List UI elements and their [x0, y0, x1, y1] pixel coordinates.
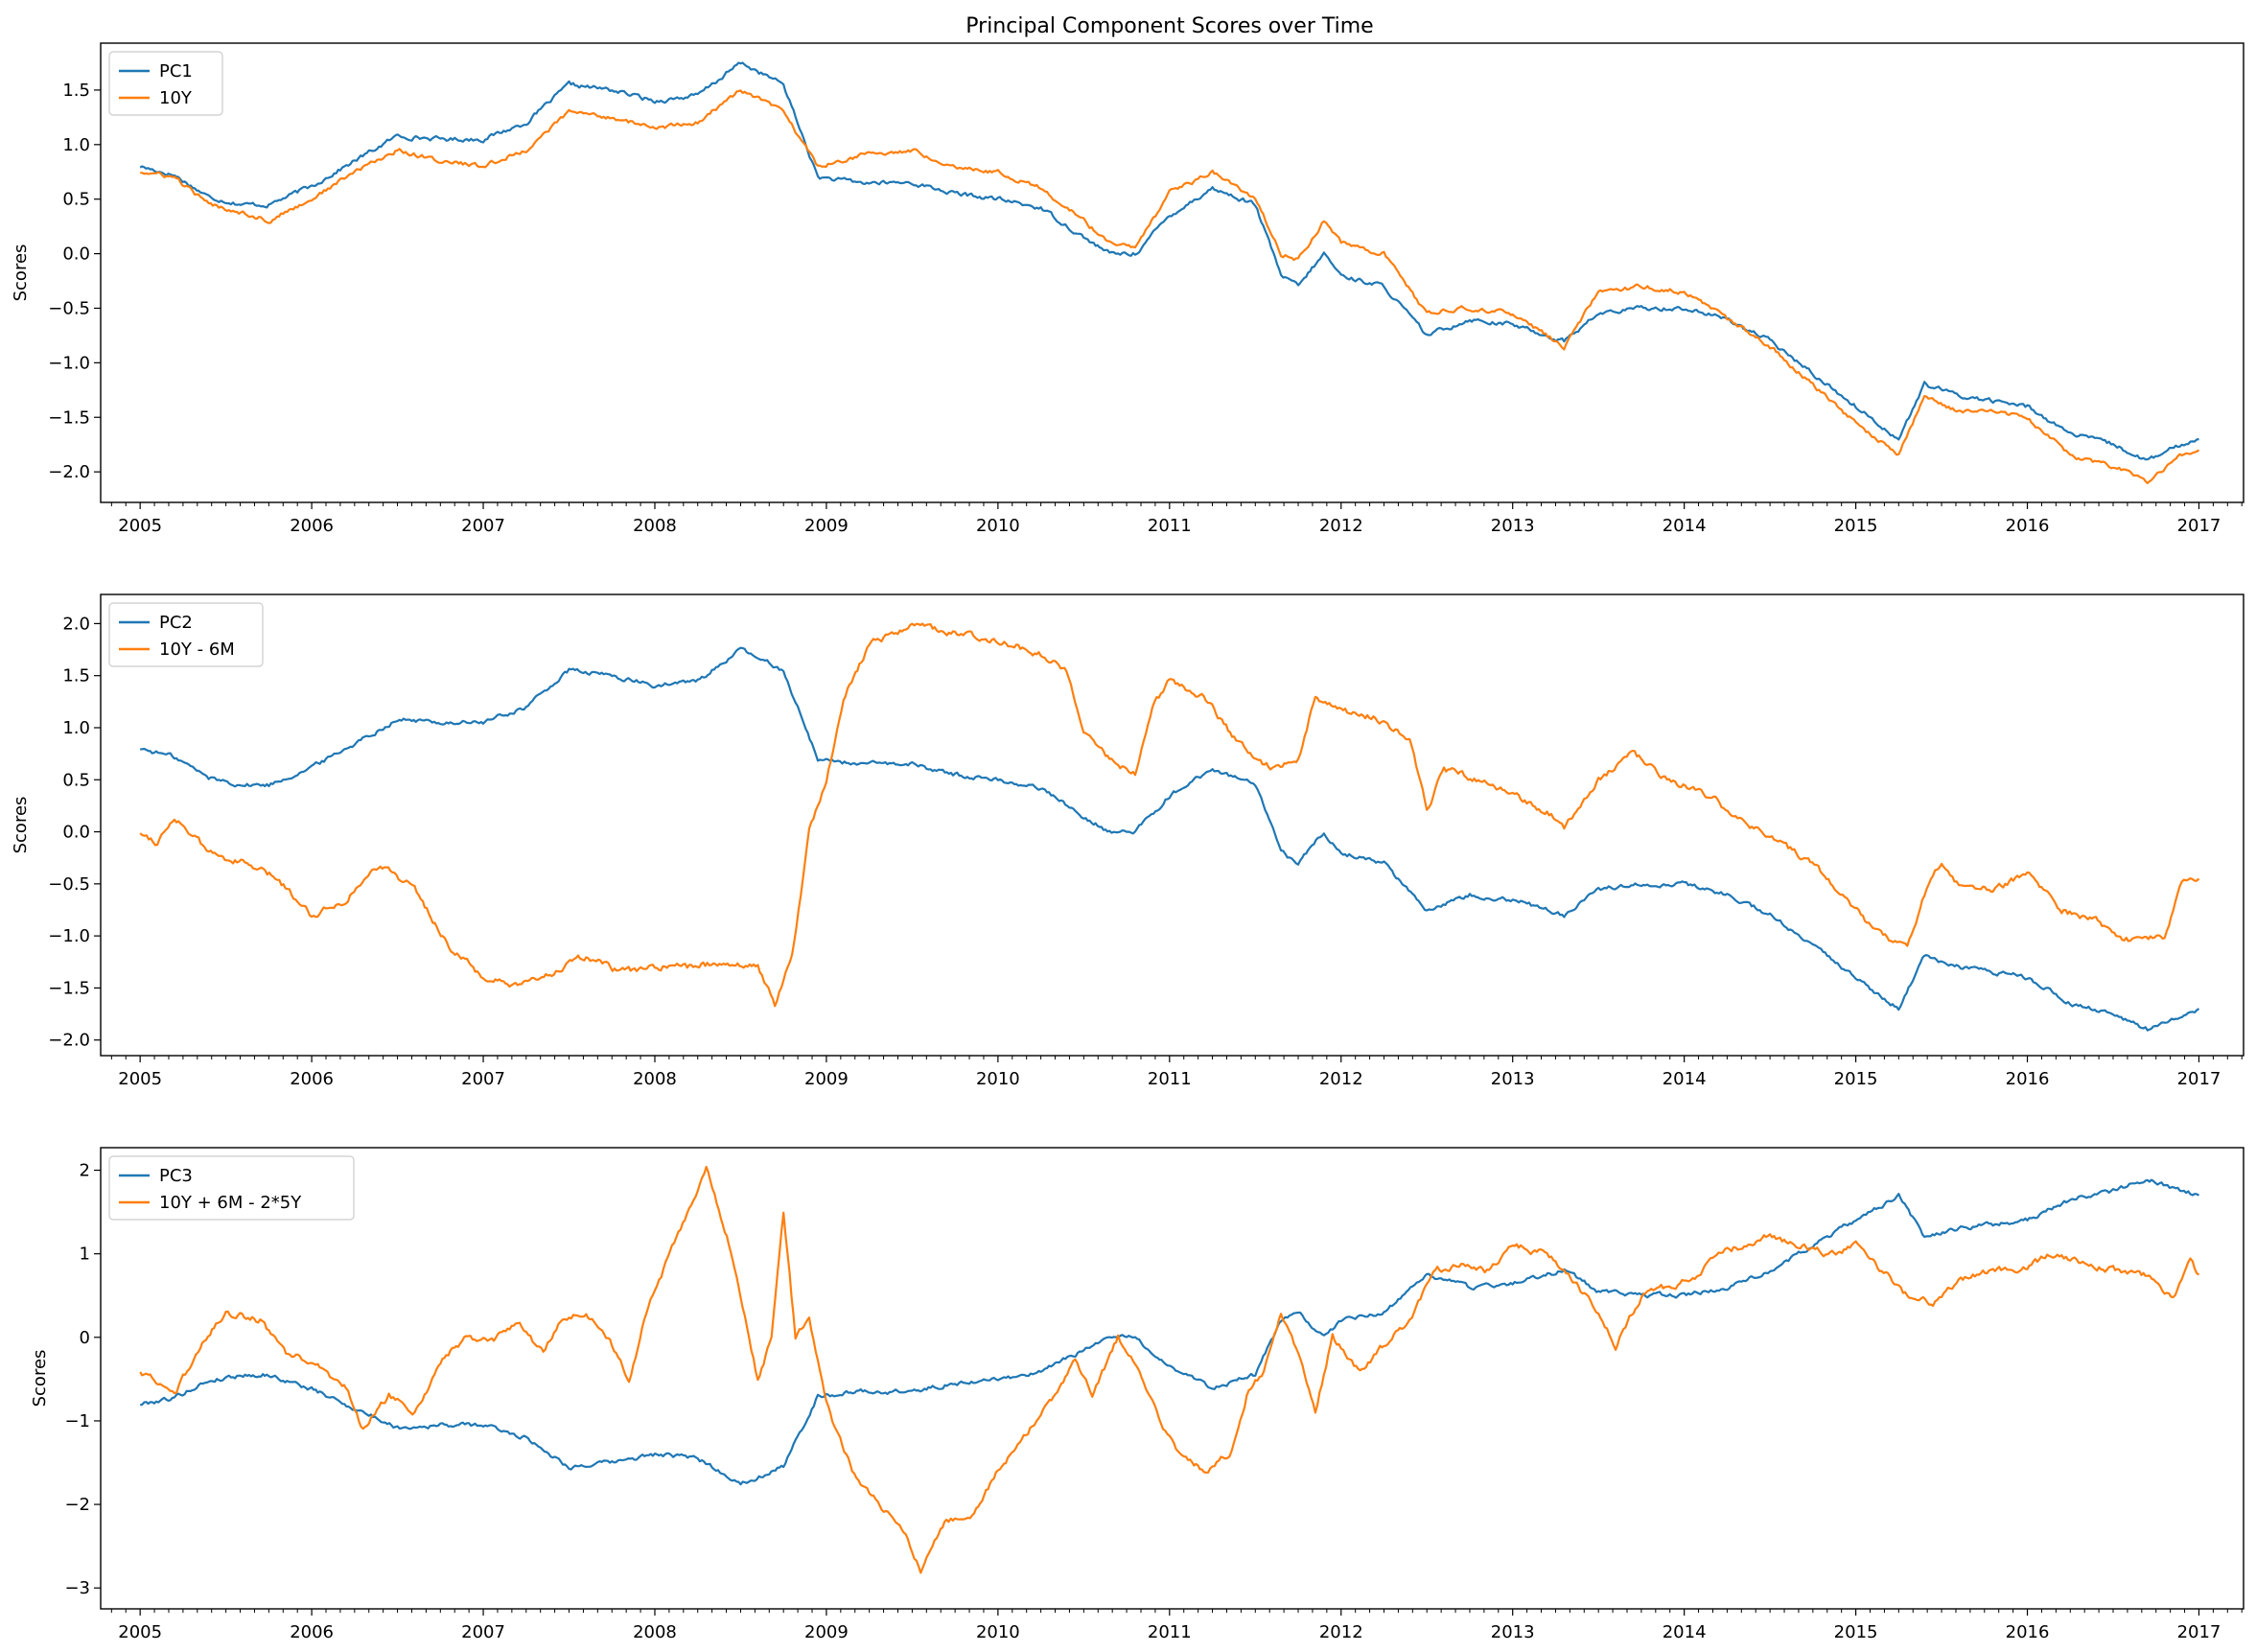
y-axis-label: Scores	[11, 244, 31, 302]
y-tick-label: 2.0	[62, 614, 90, 634]
x-tick-label: 2017	[2177, 1622, 2221, 1642]
x-tick-label: 2010	[976, 1069, 1020, 1089]
y-tick-label: 0.5	[62, 190, 90, 210]
x-tick-label: 2012	[1319, 1622, 1363, 1642]
x-tick-label: 2005	[118, 1069, 162, 1089]
x-tick-label: 2011	[1148, 516, 1192, 536]
series-line-10y	[140, 89, 2200, 484]
x-tick-label: 2006	[290, 516, 334, 536]
series-group	[139, 1165, 2200, 1574]
x-tick-label: 2008	[633, 1622, 677, 1642]
y-tick-label: 1	[80, 1245, 90, 1265]
y-tick-label: −1	[64, 1411, 90, 1431]
x-tick-label: 2007	[461, 1622, 505, 1642]
x-tick-label: 2011	[1148, 1622, 1192, 1642]
x-minor-ticks	[110, 502, 2243, 506]
x-tick-label: 2015	[1834, 1622, 1878, 1642]
y-tick-label: −0.5	[48, 874, 90, 895]
series-line-10y-6m-2-5y	[139, 1165, 2200, 1574]
legend-label: PC2	[159, 613, 193, 633]
y-axis-label: Scores	[30, 1350, 50, 1408]
x-tick-label: 2016	[2006, 1069, 2050, 1089]
x-tick-label: 2007	[461, 516, 505, 536]
x-tick-label: 2007	[461, 1069, 505, 1089]
x-tick-label: 2015	[1834, 516, 1878, 536]
plot-frame	[100, 42, 2244, 503]
chart-panel-pc1-10y: 1.5 1.0 0.5 0.0 −0.5 −1.0 −1.5 −2.0 2005 2006 2007…	[11, 42, 2244, 536]
y-tick-label: 1.0	[62, 135, 90, 155]
x-tick-label: 2014	[1663, 1622, 1707, 1642]
y-tick-label: 2	[80, 1161, 90, 1181]
y-tick-label: −2	[64, 1495, 90, 1515]
y-tick-label: −3	[64, 1578, 90, 1598]
legend-box	[108, 1155, 355, 1221]
legend-label: 10Y - 6M	[159, 640, 235, 660]
x-tick-label: 2008	[633, 516, 677, 536]
x-tick-label: 2017	[2177, 1069, 2221, 1089]
chart-panel-pc3-curvature: 2 1 0 −1 −2 −3 2005 2006 2007 2008 2009 2010 2011 201…	[30, 1147, 2244, 1642]
series-group	[139, 622, 2200, 1032]
x-tick-label: 2014	[1663, 1069, 1707, 1089]
y-axis-label: Scores	[11, 797, 31, 854]
x-tick-label: 2005	[118, 1622, 162, 1642]
x-tick-label: 2009	[804, 1069, 849, 1089]
y-tick-label: 0	[80, 1328, 90, 1348]
x-tick-label: 2013	[1491, 1622, 1535, 1642]
x-minor-ticks	[110, 1056, 2243, 1059]
x-tick-label: 2013	[1491, 1069, 1535, 1089]
x-tick-label: 2012	[1319, 516, 1363, 536]
y-tick-label: −2.0	[48, 1031, 90, 1051]
x-tick-label: 2011	[1148, 1069, 1192, 1089]
plot-frame	[100, 1147, 2244, 1610]
x-minor-ticks	[110, 1609, 2243, 1613]
plot-frame	[100, 593, 2244, 1057]
y-tick-label: 1.5	[62, 666, 90, 686]
x-tick-label: 2016	[2006, 516, 2050, 536]
y-tick-label: −1.5	[48, 407, 90, 428]
x-tick-label: 2012	[1319, 1069, 1363, 1089]
y-tick-label: 0.5	[62, 770, 90, 790]
x-tick-label: 2009	[804, 516, 849, 536]
legend-box	[108, 602, 264, 667]
y-tick-label: 1.5	[62, 81, 90, 101]
x-tick-label: 2010	[976, 516, 1020, 536]
series-line-pc1	[139, 61, 2199, 461]
y-tick-label: −1.0	[48, 353, 90, 373]
legend: PC3 10Y + 6M - 2*5Y	[108, 1155, 355, 1221]
x-tick-label: 2017	[2177, 516, 2221, 536]
legend-label: PC1	[159, 61, 193, 81]
x-tick-label: 2016	[2006, 1622, 2050, 1642]
y-tick-label: 0.0	[62, 823, 90, 843]
x-tick-label: 2009	[804, 1622, 849, 1642]
legend-box	[108, 51, 223, 116]
legend-label: PC3	[159, 1166, 193, 1186]
x-tick-label: 2014	[1663, 516, 1707, 536]
legend-label: 10Y	[159, 88, 193, 108]
chart-panel-pc2-slope: 2.0 1.5 1.0 0.5 0.0 −0.5 −1.0 −1.5 −2.0 2005 2006 2…	[11, 593, 2244, 1089]
x-tick-label: 2013	[1491, 516, 1535, 536]
y-tick-label: −2.0	[48, 462, 90, 482]
y-tick-label: 1.0	[62, 718, 90, 738]
series-line-pc3	[139, 1178, 2200, 1486]
y-tick-label: −1.0	[48, 926, 90, 946]
legend-label: 10Y + 6M - 2*5Y	[159, 1193, 302, 1213]
series-line-pc2	[140, 646, 2200, 1032]
series-group	[139, 61, 2200, 484]
y-tick-label: 0.0	[62, 244, 90, 265]
y-tick-label: −0.5	[48, 298, 90, 318]
x-tick-label: 2006	[290, 1069, 334, 1089]
x-tick-label: 2006	[290, 1622, 334, 1642]
x-tick-label: 2005	[118, 516, 162, 536]
figure-title: Principal Component Scores over Time	[965, 14, 1373, 38]
legend: PC2 10Y - 6M	[108, 602, 264, 667]
x-tick-label: 2010	[976, 1622, 1020, 1642]
x-tick-label: 2008	[633, 1069, 677, 1089]
x-tick-label: 2015	[1834, 1069, 1878, 1089]
y-tick-label: −1.5	[48, 978, 90, 998]
series-line-10y-6m	[139, 622, 2200, 1008]
